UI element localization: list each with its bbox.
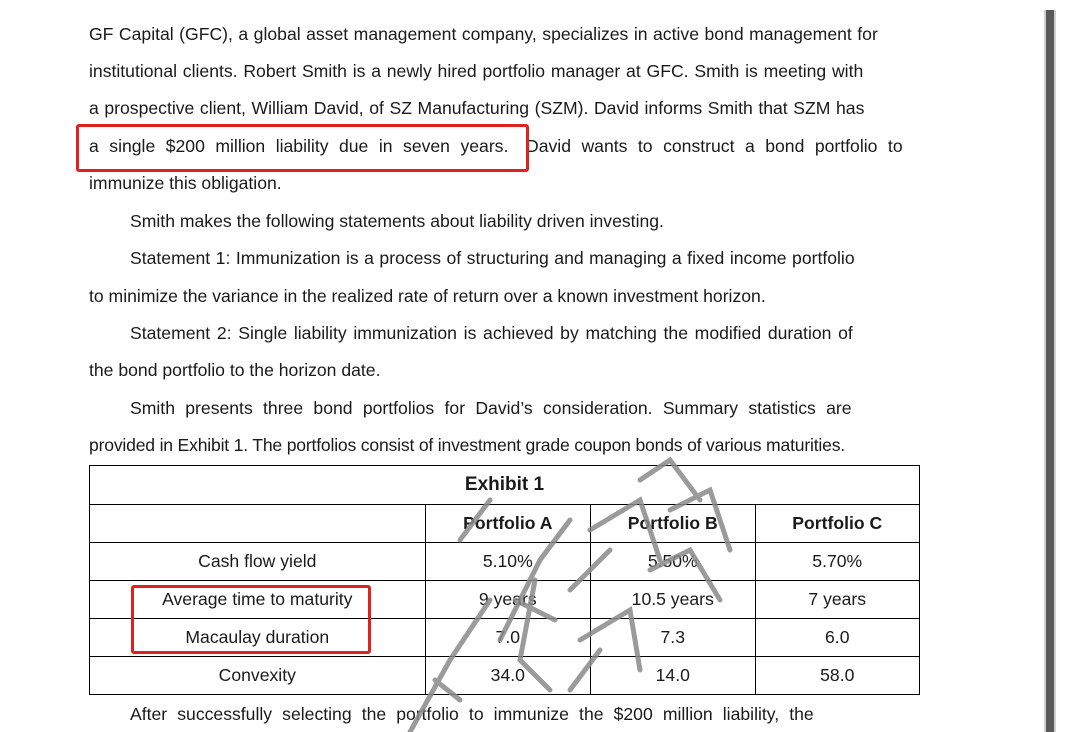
document-page: GF Capital (GFC), a global asset managem… — [76, 24, 920, 732]
table-cell: 5.10% — [424, 542, 592, 581]
row-label: Cash flow yield — [89, 542, 426, 581]
highlight-box-maturity-duration — [131, 585, 371, 654]
paragraph-line: GF Capital (GFC), a global asset managem… — [89, 24, 878, 44]
table-cell: 7 years — [754, 580, 920, 619]
paragraph-line: After successfully selecting the portfol… — [130, 704, 814, 724]
statement-2-line: the bond portfolio to the horizon date. — [89, 360, 381, 380]
paragraph-line: Smith makes the following statements abo… — [130, 211, 664, 231]
table-cell: 5.50% — [590, 542, 756, 581]
exhibit-title: Exhibit 1 — [89, 465, 920, 505]
header-cell-portfolio-c: Portfolio C — [754, 504, 920, 543]
table-row: Cash flow yield 5.10% 5.50% 5.70% — [89, 542, 920, 581]
paragraph-line: David wants to construct a bond portfoli… — [526, 136, 903, 156]
paragraph-line: institutional clients. Robert Smith is a… — [89, 61, 864, 81]
statement-1-line: Statement 1: Immunization is a process o… — [130, 248, 855, 268]
scrollbar[interactable] — [1040, 0, 1081, 732]
paragraph-line: a prospective client, William David, of … — [89, 98, 865, 118]
exhibit-table: Exhibit 1 Portfolio A Portfolio B Portfo… — [89, 465, 920, 695]
table-cell: 34.0 — [424, 656, 592, 695]
statement-2-line: Statement 2: Single liability immunizati… — [130, 323, 853, 343]
header-cell-portfolio-a: Portfolio A — [424, 504, 592, 543]
table-cell: 58.0 — [754, 656, 920, 695]
scrollbar-track[interactable] — [1044, 10, 1056, 732]
paragraph-line: immunize this obligation. — [89, 173, 282, 193]
highlight-box-liability — [76, 124, 529, 172]
table-cell: 14.0 — [590, 656, 756, 695]
paragraph-line: provided in Exhibit 1. The portfolios co… — [89, 435, 845, 455]
table-row: Convexity 34.0 14.0 58.0 — [89, 656, 920, 695]
table-cell: 7.0 — [424, 618, 592, 657]
table-cell: 5.70% — [754, 542, 920, 581]
table-cell: 10.5 years — [590, 580, 756, 619]
header-cell-empty — [89, 504, 426, 543]
table-cell: 7.3 — [590, 618, 756, 657]
table-cell: 6.0 — [754, 618, 920, 657]
row-label: Convexity — [89, 656, 426, 695]
table-cell: 9 years — [424, 580, 592, 619]
highlighted-liability-text: a single $200 million liability due in s… — [89, 136, 509, 156]
paragraph-line: Smith presents three bond portfolios for… — [130, 398, 852, 418]
header-cell-portfolio-b: Portfolio B — [590, 504, 756, 543]
statement-1-line: to minimize the variance in the realized… — [89, 286, 766, 306]
